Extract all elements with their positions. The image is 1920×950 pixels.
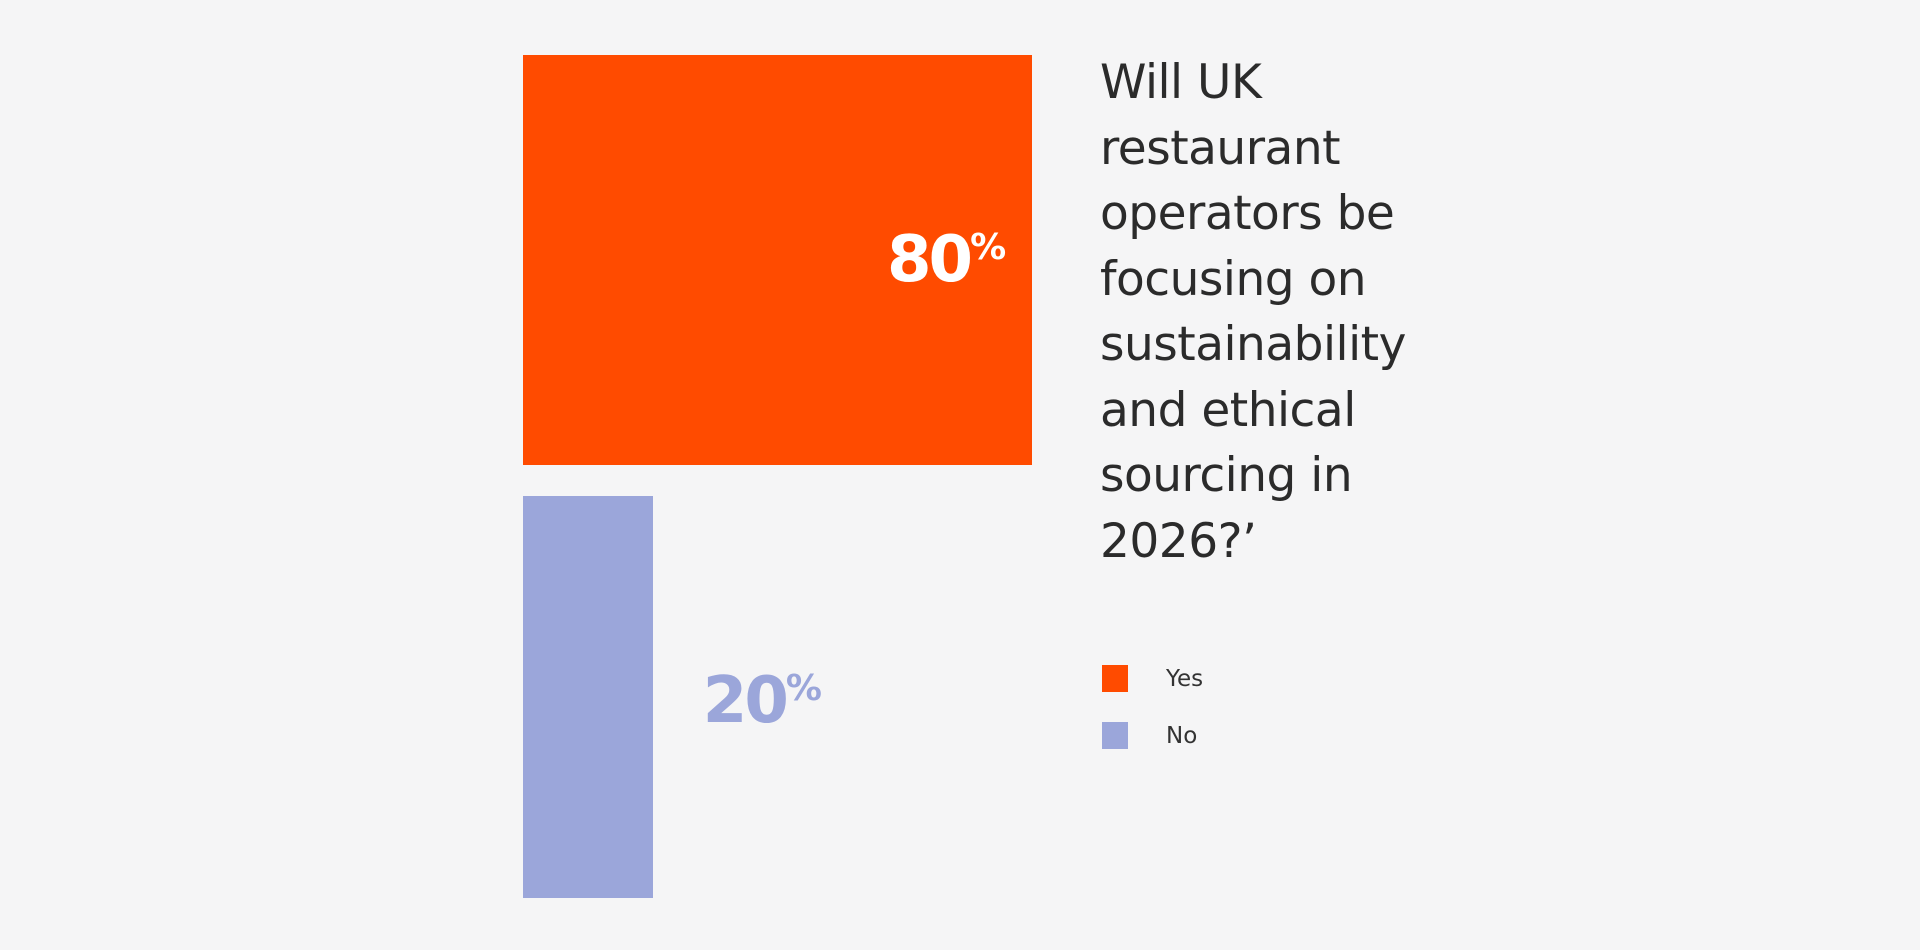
legend-swatch-no bbox=[1102, 722, 1128, 749]
legend-swatch-yes bbox=[1102, 665, 1128, 692]
legend-label-yes: Yes bbox=[1166, 665, 1204, 692]
data-label-percent: % bbox=[970, 227, 1007, 268]
bar-yes bbox=[523, 55, 1032, 465]
bar-no bbox=[523, 496, 653, 898]
data-label-number: 20 bbox=[702, 664, 789, 738]
data-label-yes: 80% bbox=[887, 228, 1006, 292]
data-label-number: 80 bbox=[887, 223, 973, 297]
legend-label-no: No bbox=[1166, 722, 1198, 749]
data-label-percent: % bbox=[785, 668, 822, 709]
legend-item-no: No bbox=[1102, 722, 1197, 749]
chart-title: Will UK restaurant operators be focusing… bbox=[1100, 55, 1406, 569]
legend-item-yes: Yes bbox=[1102, 665, 1203, 692]
data-label-no: 20% bbox=[703, 669, 822, 733]
